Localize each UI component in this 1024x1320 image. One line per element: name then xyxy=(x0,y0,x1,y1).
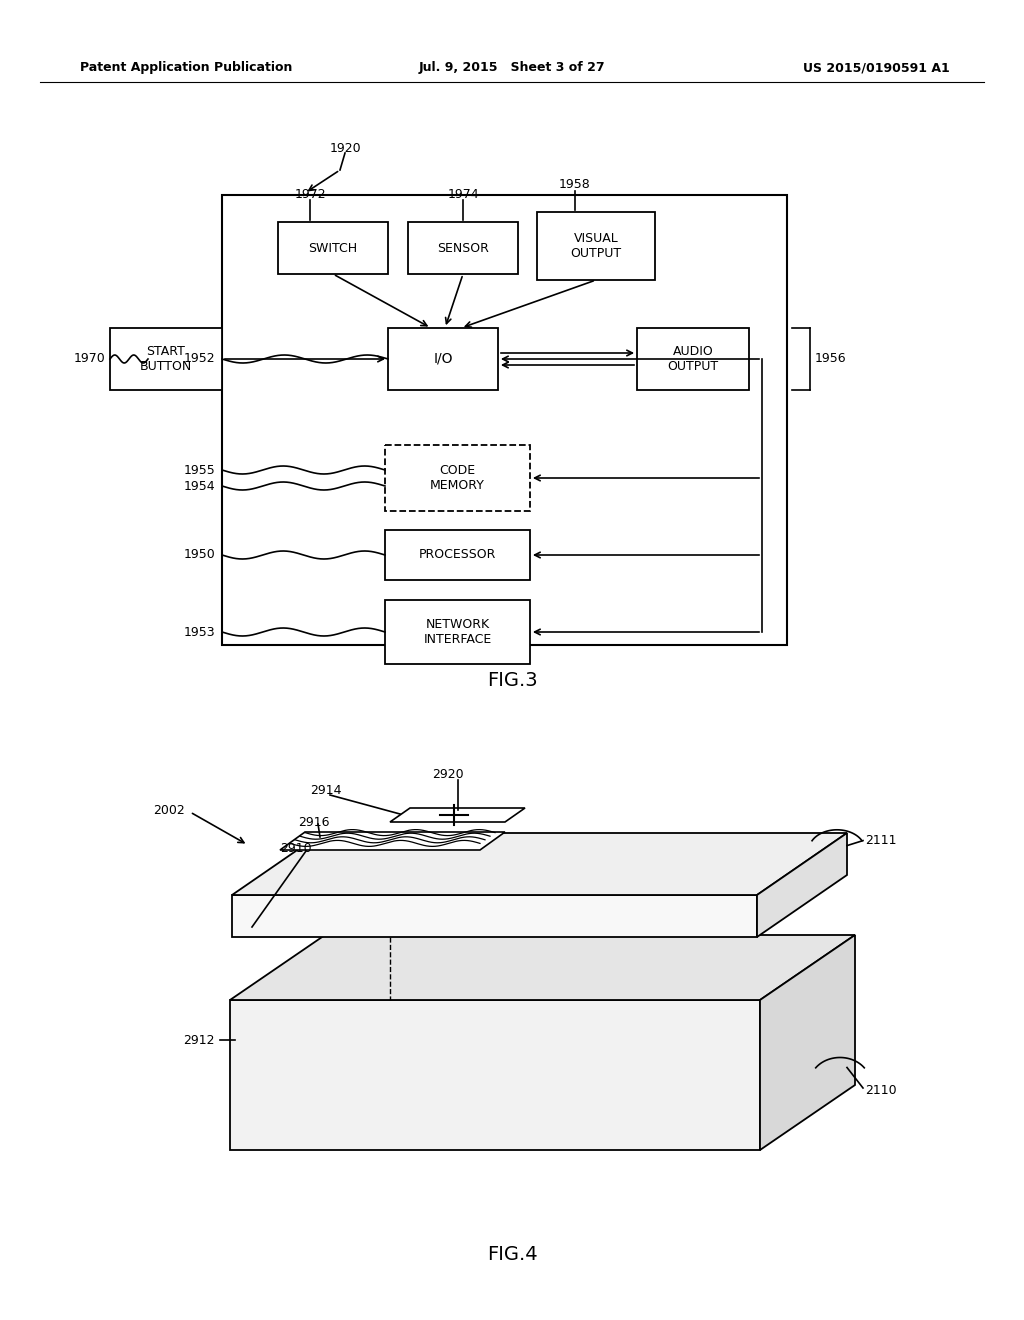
Polygon shape xyxy=(390,808,525,822)
FancyBboxPatch shape xyxy=(110,327,222,389)
Text: 1970: 1970 xyxy=(74,352,105,366)
Polygon shape xyxy=(757,833,847,937)
Text: 2920: 2920 xyxy=(432,768,463,781)
Text: FIG.3: FIG.3 xyxy=(486,671,538,689)
Text: SWITCH: SWITCH xyxy=(308,242,357,255)
Text: 2111: 2111 xyxy=(865,834,896,847)
Polygon shape xyxy=(232,833,847,895)
Text: 1954: 1954 xyxy=(183,479,215,492)
Polygon shape xyxy=(760,935,855,1150)
Text: 1950: 1950 xyxy=(183,549,215,561)
Text: 1958: 1958 xyxy=(559,178,591,191)
FancyBboxPatch shape xyxy=(408,222,518,275)
Text: 2914: 2914 xyxy=(310,784,341,796)
Polygon shape xyxy=(230,1001,760,1150)
Polygon shape xyxy=(280,832,505,850)
Text: 2912: 2912 xyxy=(183,1034,215,1047)
FancyBboxPatch shape xyxy=(222,195,787,645)
Text: SENSOR: SENSOR xyxy=(437,242,488,255)
Text: NETWORK
INTERFACE: NETWORK INTERFACE xyxy=(423,618,492,645)
Text: CODE
MEMORY: CODE MEMORY xyxy=(430,465,485,492)
FancyBboxPatch shape xyxy=(385,601,530,664)
Text: PROCESSOR: PROCESSOR xyxy=(419,549,497,561)
Text: AUDIO
OUTPUT: AUDIO OUTPUT xyxy=(668,345,719,374)
Text: 2002: 2002 xyxy=(154,804,185,817)
Text: VISUAL
OUTPUT: VISUAL OUTPUT xyxy=(570,232,622,260)
Polygon shape xyxy=(232,895,757,937)
Text: US 2015/0190591 A1: US 2015/0190591 A1 xyxy=(803,62,950,74)
Text: START
BUTTON: START BUTTON xyxy=(140,345,193,374)
Text: 1974: 1974 xyxy=(447,189,479,202)
Text: Jul. 9, 2015   Sheet 3 of 27: Jul. 9, 2015 Sheet 3 of 27 xyxy=(419,62,605,74)
Text: 2910: 2910 xyxy=(280,842,311,854)
Text: 2916: 2916 xyxy=(298,816,330,829)
Text: 1953: 1953 xyxy=(183,626,215,639)
Text: 1955: 1955 xyxy=(183,463,215,477)
FancyBboxPatch shape xyxy=(278,222,388,275)
Text: Patent Application Publication: Patent Application Publication xyxy=(80,62,293,74)
FancyBboxPatch shape xyxy=(385,531,530,579)
Polygon shape xyxy=(230,935,855,1001)
Text: I/O: I/O xyxy=(433,352,453,366)
Text: 1956: 1956 xyxy=(815,352,847,366)
Text: 1972: 1972 xyxy=(294,189,326,202)
FancyBboxPatch shape xyxy=(637,327,749,389)
Text: 1952: 1952 xyxy=(183,352,215,366)
FancyBboxPatch shape xyxy=(385,445,530,511)
FancyBboxPatch shape xyxy=(537,213,655,280)
Text: FIG.4: FIG.4 xyxy=(486,1246,538,1265)
FancyBboxPatch shape xyxy=(388,327,498,389)
Text: 1920: 1920 xyxy=(330,141,361,154)
Text: 2110: 2110 xyxy=(865,1084,897,1097)
